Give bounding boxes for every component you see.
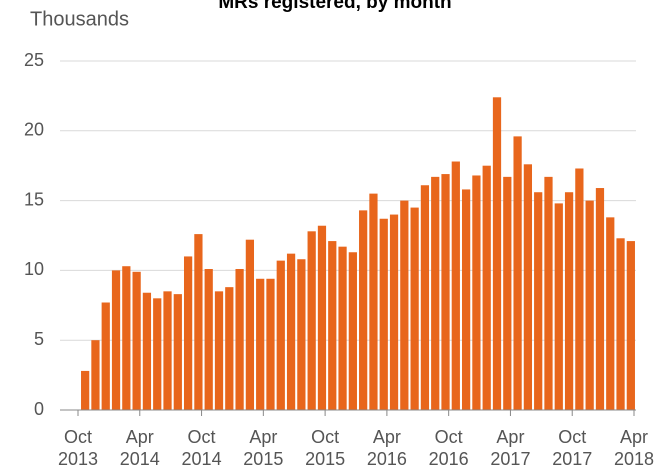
x-tick-label: Apr 2015 xyxy=(243,427,283,469)
y-axis-label: Thousands xyxy=(30,8,129,30)
bar xyxy=(389,214,399,410)
bar xyxy=(420,185,430,410)
x-tick-label-line: Oct xyxy=(435,427,463,447)
bar xyxy=(225,287,234,410)
bar xyxy=(307,231,316,410)
bar xyxy=(266,278,275,410)
y-tick-label: 10 xyxy=(24,259,44,279)
y-tick-label: 5 xyxy=(34,329,44,349)
x-tick-label: Oct 2014 xyxy=(182,427,222,469)
bar xyxy=(492,97,502,411)
x-tick-label-line: 2016 xyxy=(367,449,407,469)
bar xyxy=(616,238,625,410)
x-tick-label-line: 2014 xyxy=(120,449,160,469)
x-tick-label: Apr 2017 xyxy=(490,427,530,469)
bar xyxy=(235,269,244,410)
bar xyxy=(328,241,337,410)
x-tick-label: Oct 2015 xyxy=(305,427,345,469)
bar xyxy=(606,217,615,410)
bar xyxy=(183,256,193,410)
bar xyxy=(379,218,388,410)
bar xyxy=(482,165,491,410)
y-tick-label: 0 xyxy=(34,399,44,419)
bar xyxy=(256,278,265,410)
bar xyxy=(626,241,635,410)
bar xyxy=(101,302,110,410)
x-tick-label-line: 2015 xyxy=(305,449,345,469)
chart-title: MRs registered, by month xyxy=(218,0,451,13)
bar xyxy=(400,200,409,410)
x-tick-label-line: Apr xyxy=(373,427,401,447)
x-tick-label-line: Oct xyxy=(311,427,339,447)
bar xyxy=(204,269,213,410)
bar xyxy=(245,239,255,410)
bar xyxy=(575,168,584,410)
bar xyxy=(461,189,471,410)
bar xyxy=(142,292,152,410)
bar xyxy=(595,188,605,410)
bar xyxy=(369,193,378,410)
x-tick-label: Apr 2018 xyxy=(614,427,654,469)
bar xyxy=(410,207,419,410)
bar xyxy=(338,246,347,410)
bar xyxy=(534,192,543,410)
x-tick-label-line: 2017 xyxy=(552,449,592,469)
x-tick-label-line: 2017 xyxy=(490,449,530,469)
bar xyxy=(348,252,357,410)
bar xyxy=(163,291,172,410)
bar xyxy=(132,271,141,410)
y-tick-label: 15 xyxy=(24,189,44,209)
bar xyxy=(472,175,481,410)
x-tick-label-line: Apr xyxy=(496,427,524,447)
bar xyxy=(359,210,368,410)
y-tick-label: 25 xyxy=(24,50,44,70)
x-tick-label-line: Oct xyxy=(64,427,92,447)
bar xyxy=(214,291,224,410)
bar xyxy=(111,270,121,410)
bar xyxy=(317,225,327,410)
bar xyxy=(194,234,203,410)
x-tick-label-line: Apr xyxy=(126,427,154,447)
bar xyxy=(585,200,594,410)
bar xyxy=(431,176,440,410)
x-tick-label-line: Oct xyxy=(188,427,216,447)
x-tick-label-line: 2015 xyxy=(243,449,283,469)
y-tick-label: 20 xyxy=(24,120,44,140)
x-tick-label: Oct 2016 xyxy=(429,427,469,469)
bar xyxy=(81,370,90,410)
x-tick-label-line: Apr xyxy=(620,427,648,447)
x-tick-label-line: 2018 xyxy=(614,449,654,469)
bar xyxy=(544,176,553,410)
bar xyxy=(503,176,512,410)
x-tick-label: Oct 2013 xyxy=(58,427,98,469)
x-tick-label-line: Oct xyxy=(558,427,586,447)
bar xyxy=(297,259,306,410)
bar xyxy=(554,203,563,410)
x-tick-label: Apr 2014 xyxy=(120,427,160,469)
bar xyxy=(153,298,162,410)
bar xyxy=(513,136,522,410)
x-tick-label: Oct 2017 xyxy=(552,427,592,469)
x-tick-label-line: Apr xyxy=(249,427,277,447)
bar xyxy=(276,260,285,410)
x-tick-label: Apr 2016 xyxy=(367,427,407,469)
bar xyxy=(441,174,450,410)
x-tick-label-line: 2013 xyxy=(58,449,98,469)
x-tick-label-line: 2014 xyxy=(182,449,222,469)
bar xyxy=(564,192,574,410)
bar xyxy=(173,294,182,410)
bar xyxy=(451,161,460,410)
bar xyxy=(91,340,100,410)
bar xyxy=(523,164,533,410)
bar xyxy=(286,253,296,410)
bar xyxy=(122,266,131,410)
x-tick-label-line: 2016 xyxy=(429,449,469,469)
